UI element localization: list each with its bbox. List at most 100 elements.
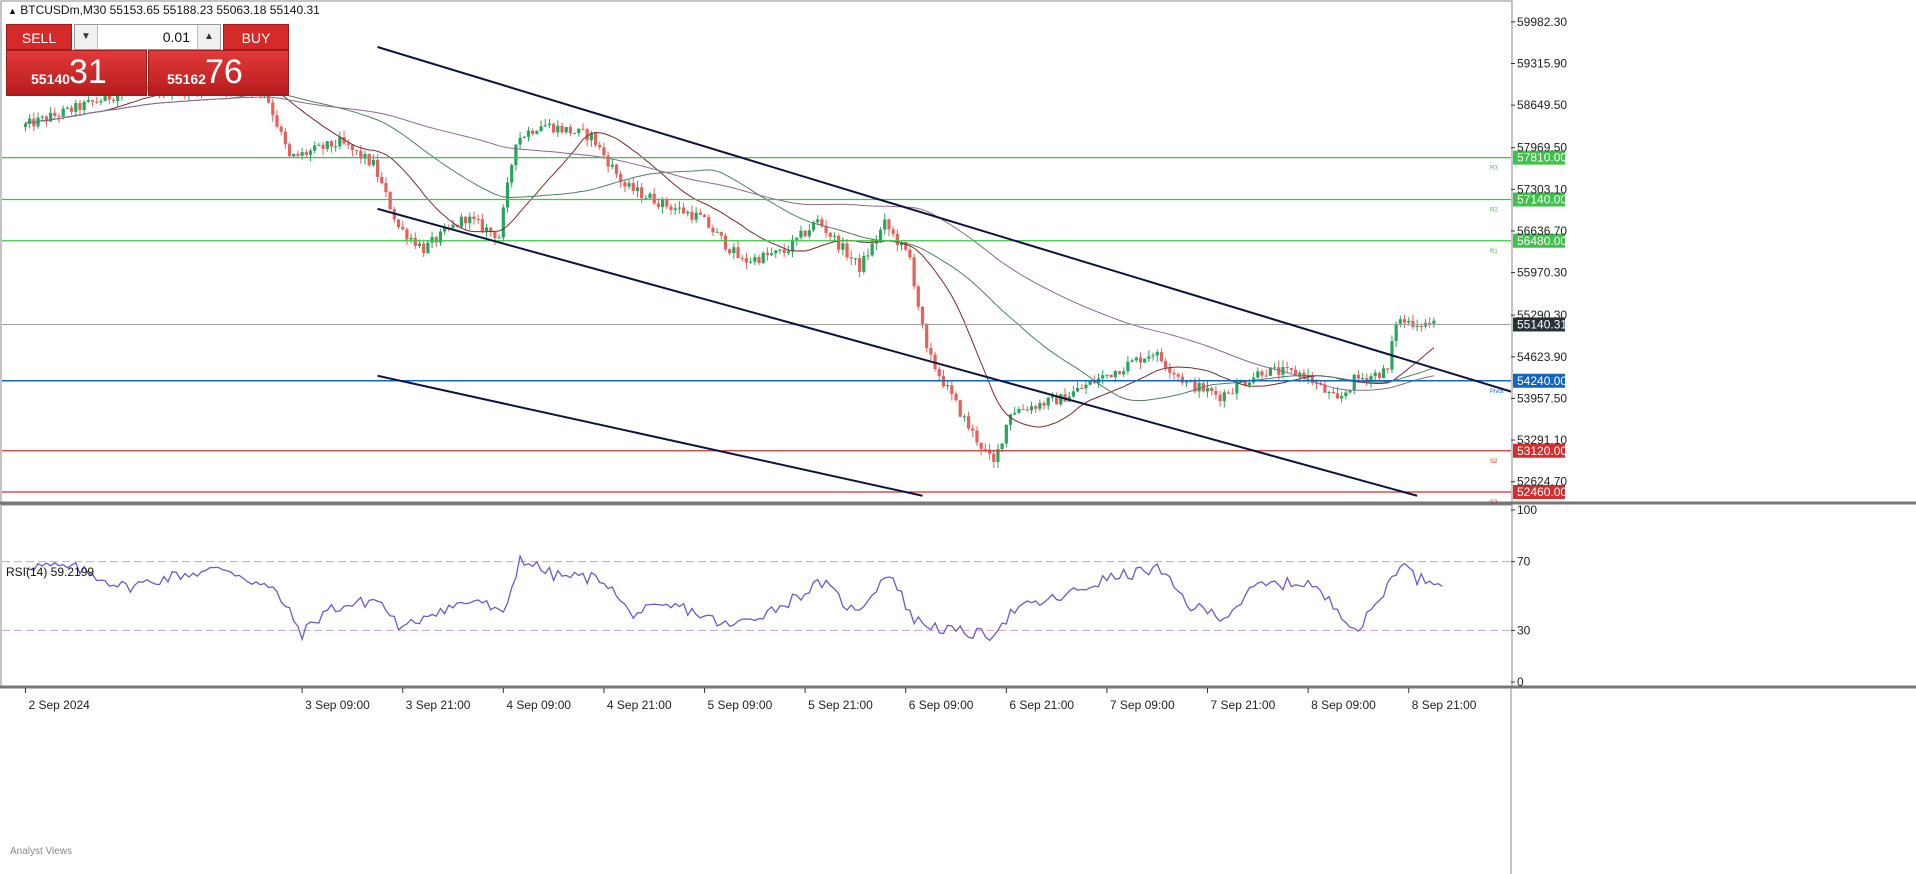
rsi-axis-label: 70 [1517, 555, 1531, 569]
candle-body [954, 393, 958, 401]
candle-body [1197, 383, 1201, 392]
sell-price-button[interactable]: 55140 31 [6, 50, 147, 96]
lot-size-value[interactable]: 0.01 [162, 29, 190, 45]
candle-body [627, 183, 631, 187]
candle-body [1373, 372, 1377, 377]
candle-body [845, 243, 849, 258]
triangle-up-icon[interactable]: ▲ [8, 6, 17, 16]
analyst-views-tab[interactable]: Analyst Views [10, 846, 73, 857]
rsi-axis-label: 100 [1517, 503, 1537, 517]
candle-body [849, 257, 853, 259]
candle-body [853, 258, 858, 260]
candle-body [1105, 374, 1109, 376]
time-axis-label: 7 Sep 21:00 [1211, 698, 1276, 712]
candle-body [1151, 355, 1155, 357]
candle-body [1327, 392, 1331, 394]
level-price-label: 53120.00 [1517, 444, 1567, 458]
candle-body [321, 144, 325, 149]
candle-body [723, 235, 728, 250]
rsi-axis-label: 30 [1517, 623, 1531, 637]
candle-body [1398, 319, 1402, 324]
price-panel: R3 R2 R1 Pivot S2 S3 [0, 0, 1916, 506]
candle-body [870, 243, 874, 256]
sell-price-small: 55140 [31, 71, 70, 87]
candle-body [1109, 374, 1113, 378]
candle-body [1419, 325, 1423, 327]
candle-body [409, 237, 413, 240]
candle-body [904, 242, 908, 250]
candle-body [283, 131, 287, 145]
candle-body [463, 216, 468, 224]
candle-body [1004, 424, 1008, 444]
lot-size-stepper[interactable]: ▼ 0.01 ▲ [74, 24, 221, 50]
candle-body [329, 141, 334, 147]
chevron-down-icon[interactable]: ▼ [75, 25, 98, 49]
candle-body [1369, 376, 1373, 382]
candle-body [95, 101, 99, 103]
level-tag-r2: R2 [1490, 208, 1498, 214]
chevron-up-icon[interactable]: ▲ [197, 25, 220, 49]
candle-body [975, 430, 979, 443]
buy-button[interactable]: BUY [223, 24, 289, 50]
level-tag-pivot: Pivot [1490, 389, 1504, 395]
candle-body [1272, 367, 1277, 369]
candle-body [292, 153, 296, 157]
channel-line-2 [377, 207, 1418, 497]
candle-body [619, 174, 623, 183]
candle-body [287, 144, 292, 157]
axes: 57810.00 57140.00 56480.00 54240.00 53120.00… [24, 15, 1567, 874]
sell-button[interactable]: SELL [6, 24, 72, 50]
candle-body [1113, 371, 1117, 378]
candle-body [401, 227, 405, 230]
candle-body [1231, 393, 1235, 395]
candle-body [1117, 371, 1122, 375]
candle-body [1386, 368, 1390, 370]
level-price-label: 57140.00 [1517, 193, 1567, 207]
candle-body [384, 183, 388, 193]
candle-body [65, 107, 69, 109]
level-price-box [1513, 150, 1565, 165]
candle-body [820, 219, 824, 227]
current-price-box [1513, 317, 1565, 332]
candle-body [1277, 367, 1281, 375]
candle-body [1218, 394, 1222, 402]
buy-price-button[interactable]: 55162 76 [148, 50, 289, 96]
candle-body [472, 216, 476, 220]
candle-body [908, 249, 912, 258]
level-price-box [1513, 485, 1565, 499]
candle-body [535, 131, 539, 134]
candle-body [434, 237, 438, 243]
candle-body [1088, 381, 1092, 385]
candle-body [518, 137, 522, 145]
candle-body [807, 230, 811, 237]
candle-body [1205, 387, 1210, 392]
candle-body [1075, 387, 1080, 392]
time-axis-label: 6 Sep 21:00 [1009, 698, 1074, 712]
candle-body [413, 237, 417, 246]
candle-body [652, 193, 656, 204]
candle-body [380, 176, 384, 184]
candle-body [359, 150, 363, 159]
candle-body [1168, 367, 1172, 373]
candle-body [858, 258, 862, 272]
candle-body [426, 242, 430, 254]
candle-body [1260, 371, 1264, 376]
candle-body [1180, 376, 1184, 383]
candle-body [556, 125, 560, 133]
candle-body [40, 116, 44, 118]
candle-body [476, 219, 480, 221]
candle-body [375, 159, 380, 177]
candle-body [987, 449, 992, 454]
candle-body [1310, 375, 1314, 383]
candle-body [1071, 391, 1075, 397]
candle-body [1008, 414, 1013, 425]
level-tag-s2: S2 [1490, 459, 1498, 465]
candle-body [1243, 381, 1247, 386]
level-price-box [1513, 192, 1565, 207]
candle-body [271, 102, 275, 116]
candle-body [1046, 397, 1050, 406]
candle-body [451, 224, 455, 229]
candle-body [765, 252, 769, 255]
candle-body [346, 143, 350, 145]
